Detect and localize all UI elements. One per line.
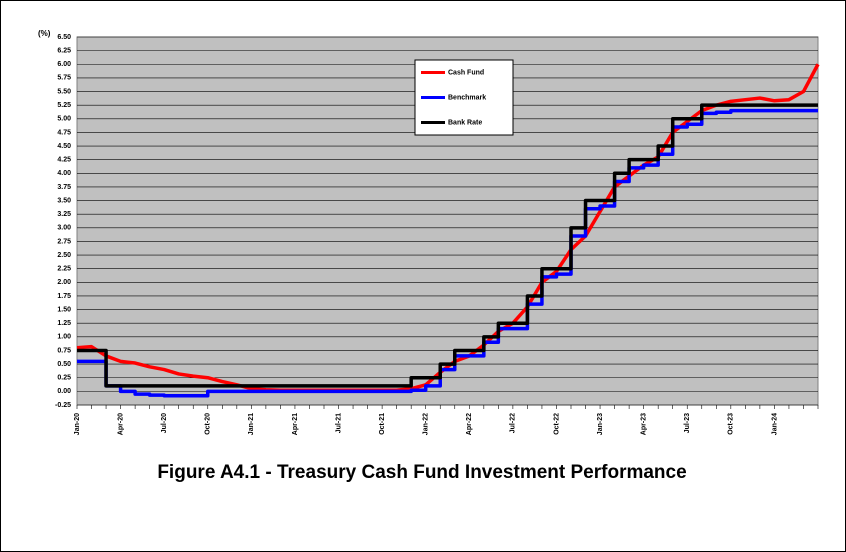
x-tick-label: Jan-21 [248,413,255,435]
y-tick-label: 1.75 [57,293,71,300]
y-tick-label: 2.25 [57,266,71,273]
y-tick-label: 1.50 [57,306,71,313]
x-tick-label: Jul-20 [161,413,168,433]
x-tick-label: Jan-20 [74,413,81,435]
series-line [77,103,818,388]
y-tick-label: 2.50 [57,252,71,259]
y-tick-label: 5.25 [57,102,71,109]
y-axis-label: (%) [38,29,51,38]
x-tick-label: Apr-20 [117,413,124,435]
y-tick-label: 0.75 [57,347,71,354]
y-tick-label: 4.00 [57,170,71,177]
legend-label: Cash Fund [448,69,484,76]
y-tick-label: 4.25 [57,157,71,164]
y-tick-label: 3.50 [57,197,71,204]
y-tick-label: 6.25 [57,47,71,54]
x-tick-label: Jul-21 [335,413,342,433]
y-tick-label: 2.75 [57,238,71,245]
x-tick-label: Oct-22 [553,413,560,435]
x-tick-label: Oct-23 [728,413,735,435]
y-tick-label: 0.00 [57,388,71,395]
y-tick-label: 0.25 [57,375,71,382]
y-tick-label: 5.50 [57,88,71,95]
x-tick-label: Jan-22 [423,413,430,435]
x-tick-label: Apr-22 [466,413,473,435]
legend-label: Benchmark [448,94,486,101]
y-tick-label: 5.75 [57,75,71,82]
x-tick-label: Oct-21 [379,413,386,435]
y-tick-label: 1.25 [57,320,71,327]
chart-title: Figure A4.1 - Treasury Cash Fund Investm… [157,462,686,483]
y-tick-label: 6.00 [57,61,71,68]
y-tick-label: 1.00 [57,334,71,341]
y-tick-label: 4.50 [57,143,71,150]
y-tick-label: 3.75 [57,184,71,191]
x-tick-label: Jul-23 [684,413,691,433]
series-line [76,63,820,393]
x-tick-label: Jan-23 [597,413,604,435]
y-tick-label: -0.25 [55,402,71,409]
y-tick-label: 3.25 [57,211,71,218]
x-tick-label: Jul-22 [510,413,517,433]
x-tick-label: Jan-24 [771,413,778,435]
y-tick-label: 5.00 [57,116,71,123]
x-tick-label: Oct-20 [205,413,212,435]
legend-label: Bank Rate [448,119,482,126]
x-tick-label: Apr-21 [292,413,299,435]
y-tick-label: 4.75 [57,129,71,136]
x-tick-label: Apr-23 [640,413,647,435]
y-tick-label: 0.50 [57,361,71,368]
y-tick-label: 3.00 [57,225,71,232]
y-tick-label: 2.00 [57,279,71,286]
y-tick-label: 6.50 [57,34,71,41]
